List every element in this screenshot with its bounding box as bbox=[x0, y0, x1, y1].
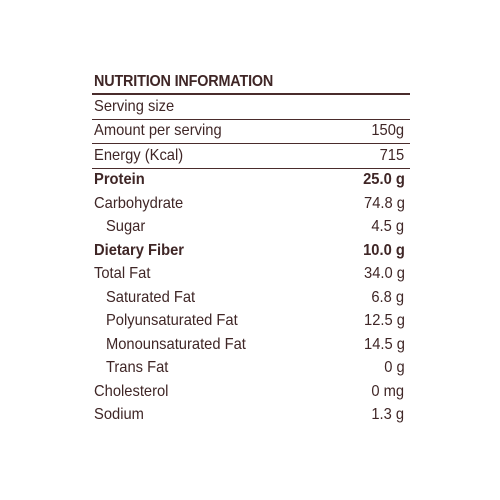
row-protein: Protein 25.0 g bbox=[94, 169, 410, 193]
energy-label: Energy (Kcal) bbox=[94, 146, 184, 164]
carbohydrate-label: Carbohydrate bbox=[94, 194, 184, 212]
energy-value: 715 bbox=[379, 146, 405, 164]
polyunsaturated-fat-value: 12.5 g bbox=[363, 312, 405, 330]
protein-value: 25.0 g bbox=[362, 171, 405, 189]
row-dietary-fiber: Dietary Fiber 10.0 g bbox=[94, 239, 410, 263]
trans-fat-label: Trans Fat bbox=[105, 359, 169, 377]
carbohydrate-value: 74.8 g bbox=[363, 194, 405, 212]
row-monounsaturated-fat: Monounsaturated Fat 14.5 g bbox=[94, 333, 410, 357]
monounsaturated-fat-label: Monounsaturated Fat bbox=[105, 335, 246, 353]
nutrition-title: NUTRITION INFORMATION bbox=[94, 73, 274, 90]
row-sodium: Sodium 1.3 g bbox=[94, 404, 410, 428]
sugar-value: 4.5 g bbox=[371, 218, 405, 236]
row-polyunsaturated-fat: Polyunsaturated Fat 12.5 g bbox=[94, 310, 410, 334]
row-serving-size: Serving size bbox=[92, 95, 410, 120]
row-carbohydrate: Carbohydrate 74.8 g bbox=[94, 192, 410, 216]
protein-label: Protein bbox=[94, 171, 145, 189]
amount-per-serving-label: Amount per serving bbox=[94, 122, 222, 140]
row-amount-per-serving: Amount per serving 150g bbox=[92, 120, 410, 144]
serving-size-label: Serving size bbox=[94, 97, 175, 115]
cholesterol-value: 0 mg bbox=[371, 382, 405, 400]
saturated-fat-label: Saturated Fat bbox=[105, 288, 196, 306]
sodium-label: Sodium bbox=[94, 406, 144, 424]
row-trans-fat: Trans Fat 0 g bbox=[94, 357, 410, 381]
sugar-label: Sugar bbox=[105, 218, 146, 236]
row-sugar: Sugar 4.5 g bbox=[94, 216, 410, 240]
row-total-fat: Total Fat 34.0 g bbox=[94, 263, 410, 287]
total-fat-value: 34.0 g bbox=[363, 265, 405, 283]
total-fat-label: Total Fat bbox=[94, 265, 151, 283]
polyunsaturated-fat-label: Polyunsaturated Fat bbox=[105, 312, 238, 330]
trans-fat-value: 0 g bbox=[384, 359, 405, 377]
nutrition-panel: NUTRITION INFORMATION Serving size Amoun… bbox=[92, 72, 410, 428]
amount-per-serving-value: 150g bbox=[371, 122, 405, 140]
row-cholesterol: Cholesterol 0 mg bbox=[94, 380, 410, 404]
dietary-fiber-value: 10.0 g bbox=[362, 241, 405, 259]
cholesterol-label: Cholesterol bbox=[94, 382, 169, 400]
saturated-fat-value: 6.8 g bbox=[371, 288, 405, 306]
row-energy: Energy (Kcal) 715 bbox=[92, 144, 410, 169]
sodium-value: 1.3 g bbox=[371, 406, 405, 424]
monounsaturated-fat-value: 14.5 g bbox=[363, 335, 405, 353]
dietary-fiber-label: Dietary Fiber bbox=[94, 241, 184, 259]
title-divider bbox=[92, 93, 410, 95]
row-saturated-fat: Saturated Fat 6.8 g bbox=[94, 286, 410, 310]
